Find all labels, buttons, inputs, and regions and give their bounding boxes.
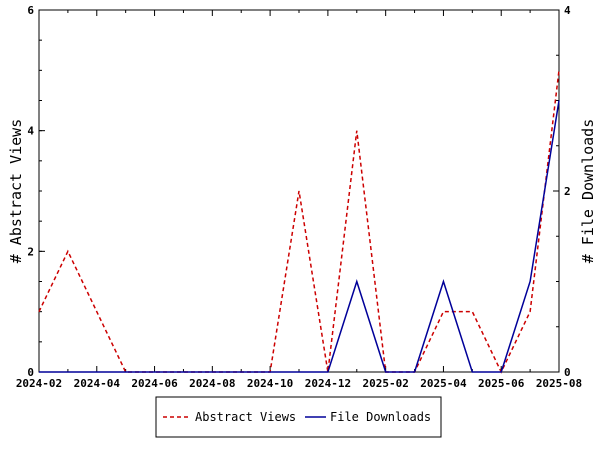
tick-layer: 2024-02 2024-04 2024-06 2024-08 2024-10 2024-… — [16, 4, 582, 390]
right-axis-title: # File Downloads — [579, 119, 597, 264]
x-tick-label: 2024-08 — [189, 377, 235, 390]
x-tick-label: 2024-10 — [247, 377, 293, 390]
y-left-tick-label: 2 — [27, 245, 34, 258]
x-tick-label: 2024-04 — [74, 377, 121, 390]
x-tick-label: 2025-04 — [420, 377, 467, 390]
x-tick-label: 2025-02 — [362, 377, 408, 390]
legend: Abstract Views File Downloads — [155, 396, 442, 438]
x-tick-label: 2025-06 — [478, 377, 525, 390]
y-left-tick-label: 0 — [27, 366, 34, 379]
x-tick-label: 2024-02 — [16, 377, 62, 390]
y-right-tick-label: 0 — [564, 366, 571, 379]
legend-label-abstract-views: Abstract Views — [195, 410, 296, 424]
left-axis-title: # Abstract Views — [7, 119, 25, 264]
legend-box — [155, 396, 442, 438]
series-line-abstract-views — [38, 70, 560, 374]
y-left-tick-label: 4 — [27, 125, 34, 138]
y-left-tick-label: 6 — [27, 4, 34, 17]
x-tick-label: 2024-06 — [131, 377, 178, 390]
series-layer — [38, 70, 560, 374]
x-tick-label: 2024-12 — [305, 377, 351, 390]
x-tick-label: 2025-08 — [536, 377, 582, 390]
legend-label-file-downloads: File Downloads — [330, 410, 431, 424]
series-line-file-downloads — [39, 100, 560, 373]
y-right-tick-label: 4 — [564, 4, 571, 17]
y-right-tick-label: 2 — [564, 185, 571, 198]
